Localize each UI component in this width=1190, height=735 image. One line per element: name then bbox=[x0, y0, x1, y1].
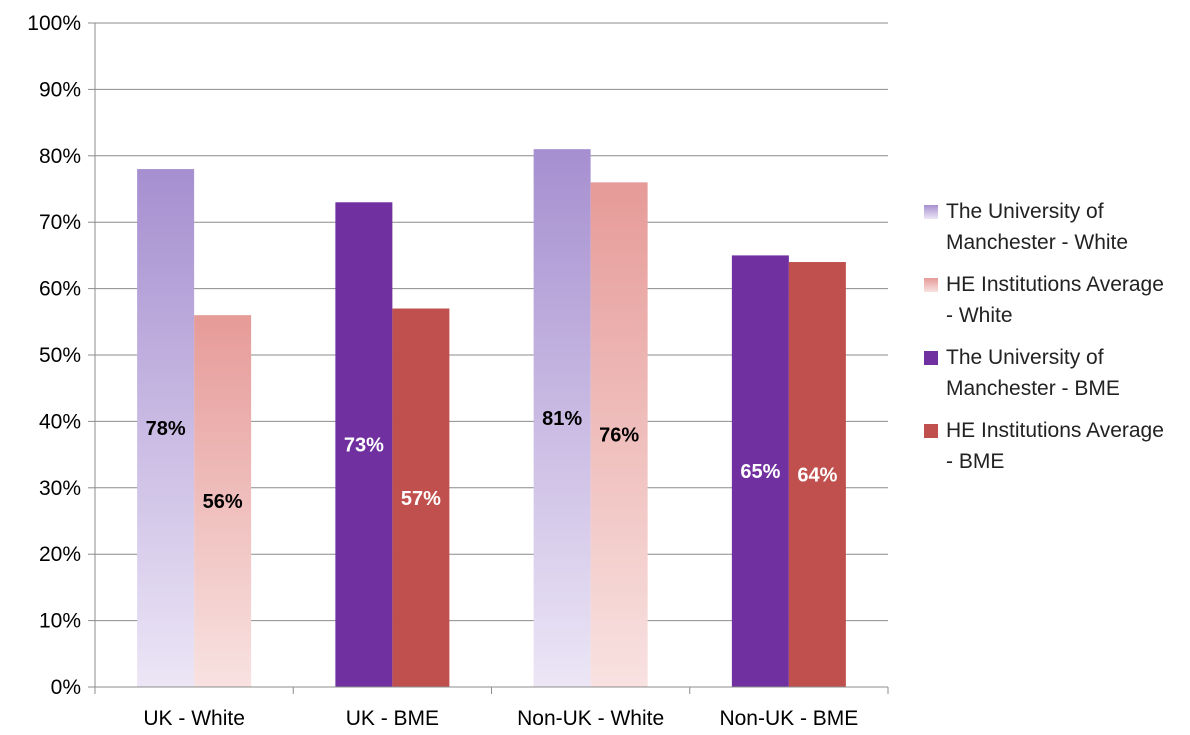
x-category-label: UK - BME bbox=[346, 707, 439, 730]
data-labels: 78% 56% 73% 57% 81% 76% 65% 64% bbox=[146, 408, 838, 513]
x-category-label: UK - White bbox=[143, 707, 245, 730]
bar bbox=[788, 262, 846, 687]
data-label: 65% bbox=[740, 461, 780, 483]
bars bbox=[137, 149, 846, 688]
legend-swatch bbox=[924, 278, 938, 292]
data-label: 81% bbox=[542, 408, 582, 430]
legend-swatch bbox=[924, 205, 938, 219]
y-tick-label: 100% bbox=[27, 12, 81, 35]
legend-label: HE Institutions Average - BME bbox=[946, 419, 1164, 473]
legend-item-he-white[interactable]: HE Institutions Average - White bbox=[924, 269, 1186, 331]
y-axis-ticks: 0% 10% 20% 30% 40% 50% 60% 70% 80% 90% 100% bbox=[27, 12, 95, 699]
bar bbox=[335, 202, 393, 687]
legend-label: The University of Manchester - White bbox=[946, 200, 1129, 254]
axes bbox=[94, 23, 889, 694]
data-label: 73% bbox=[344, 435, 384, 457]
y-tick-label: 20% bbox=[39, 543, 81, 566]
bar bbox=[392, 308, 450, 687]
legend: The University of Manchester - White HE … bbox=[924, 196, 1186, 488]
data-label: 57% bbox=[401, 488, 441, 510]
y-tick-label: 30% bbox=[39, 477, 81, 500]
x-category-label: Non-UK - White bbox=[517, 707, 664, 730]
y-tick-label: 70% bbox=[39, 211, 81, 234]
x-category-label: Non-UK - BME bbox=[719, 707, 858, 730]
y-tick-label: 90% bbox=[39, 78, 81, 101]
y-tick-label: 40% bbox=[39, 410, 81, 433]
data-label: 78% bbox=[146, 418, 186, 440]
bar bbox=[590, 182, 648, 688]
y-tick-label: 60% bbox=[39, 278, 81, 301]
y-tick-label: 0% bbox=[51, 676, 81, 699]
bar bbox=[194, 315, 252, 687]
bar bbox=[137, 169, 195, 687]
y-tick-label: 50% bbox=[39, 344, 81, 367]
bar bbox=[533, 149, 591, 687]
y-tick-label: 80% bbox=[39, 145, 81, 168]
legend-label: HE Institutions Average - White bbox=[946, 273, 1164, 327]
legend-item-he-bme[interactable]: HE Institutions Average - BME bbox=[924, 415, 1186, 477]
legend-swatch bbox=[924, 424, 938, 438]
bar bbox=[731, 255, 789, 687]
data-label: 64% bbox=[797, 465, 837, 487]
legend-item-uom-bme[interactable]: The University of Manchester - BME bbox=[924, 342, 1186, 404]
legend-swatch bbox=[924, 351, 938, 365]
x-axis-categories: UK - White UK - BME Non-UK - White Non-UK -… bbox=[143, 707, 858, 730]
legend-label: The University of Manchester - BME bbox=[946, 346, 1120, 400]
y-tick-label: 10% bbox=[39, 610, 81, 633]
data-label: 76% bbox=[599, 425, 639, 447]
legend-item-uom-white[interactable]: The University of Manchester - White bbox=[924, 196, 1186, 258]
data-label: 56% bbox=[203, 491, 243, 513]
